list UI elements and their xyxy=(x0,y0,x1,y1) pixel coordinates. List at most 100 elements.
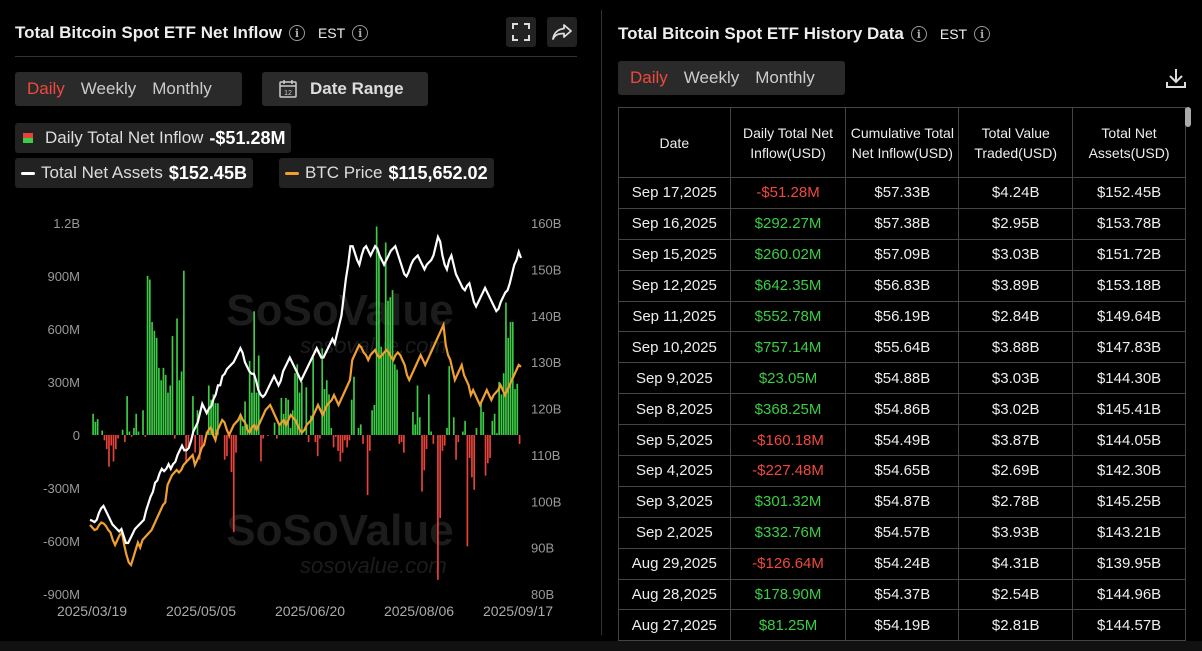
inflow-bar[interactable] xyxy=(276,435,278,439)
inflow-bar[interactable] xyxy=(158,367,160,435)
inflow-bar[interactable] xyxy=(173,435,176,439)
inflow-bar[interactable] xyxy=(282,413,285,435)
inflow-bar[interactable] xyxy=(348,435,351,441)
inflow-bar[interactable] xyxy=(337,435,339,451)
inflow-bar[interactable] xyxy=(151,321,153,435)
inflow-bar[interactable] xyxy=(198,435,201,460)
timezone-info-icon[interactable]: i xyxy=(974,26,991,42)
inflow-bar[interactable] xyxy=(110,435,113,446)
inflow-bar[interactable] xyxy=(457,435,460,443)
col-date[interactable]: Date xyxy=(618,107,731,178)
inflow-bar[interactable] xyxy=(257,355,260,436)
inflow-bar[interactable] xyxy=(471,435,473,478)
table-row[interactable]: Sep 12,2025 $642.35M $56.83B $3.89B $153.18B xyxy=(618,269,1186,302)
inflow-bar[interactable] xyxy=(260,435,262,462)
inflow-bar[interactable] xyxy=(334,435,337,437)
inflow-bar[interactable] xyxy=(117,435,119,439)
inflow-bar[interactable] xyxy=(167,392,169,435)
inflow-bar[interactable] xyxy=(328,394,330,435)
inflow-bar[interactable] xyxy=(344,435,346,441)
inflow-bar[interactable] xyxy=(398,435,401,444)
inflow-bar[interactable] xyxy=(112,435,115,462)
inflow-bar[interactable] xyxy=(464,420,466,435)
inflow-bar[interactable] xyxy=(300,382,303,435)
table-row[interactable]: Sep 4,2025 -$227.48M $54.65B $2.69B $142.30B xyxy=(618,455,1186,487)
col-value-traded[interactable]: Total Value Traded(USD) xyxy=(958,107,1074,178)
inflow-bar[interactable] xyxy=(153,330,156,435)
inflow-bar[interactable] xyxy=(230,435,233,473)
inflow-bar[interactable] xyxy=(362,435,364,444)
inflow-bar[interactable] xyxy=(498,382,500,435)
inflow-bar[interactable] xyxy=(384,242,387,435)
table-row[interactable]: Sep 17,2025 -$51.28M $57.33B $4.24B $152.45B xyxy=(618,177,1186,209)
info-icon[interactable]: i xyxy=(288,25,305,41)
inflow-bar[interactable] xyxy=(176,318,178,435)
fullscreen-button[interactable] xyxy=(506,17,536,47)
inflow-bar[interactable] xyxy=(101,430,104,435)
inflow-bar[interactable] xyxy=(160,380,162,435)
col-net-assets[interactable]: Total Net Assets(USD) xyxy=(1072,107,1186,178)
inflow-bar[interactable] xyxy=(332,435,335,448)
inflow-bar[interactable] xyxy=(359,424,362,435)
inflow-bar[interactable] xyxy=(178,380,181,435)
table-row[interactable]: Sep 3,2025 $301.32M $54.87B $2.78B $145.25B xyxy=(618,485,1186,518)
inflow-bar[interactable] xyxy=(423,435,426,471)
inflow-bar[interactable] xyxy=(232,435,235,533)
inflow-bar[interactable] xyxy=(425,435,428,450)
table-row[interactable]: Sep 2,2025 $332.76M $54.57B $3.93B $143.21B xyxy=(618,516,1186,549)
inflow-bar[interactable] xyxy=(486,435,489,464)
inflow-bar[interactable] xyxy=(291,410,294,435)
date-range-button[interactable]: 12 Date Range xyxy=(262,72,428,106)
inflow-bar[interactable] xyxy=(103,435,106,441)
table-row[interactable]: Sep 10,2025 $757.14M $55.64B $3.88B $147.83B xyxy=(618,331,1186,364)
inflow-bar[interactable] xyxy=(366,435,369,496)
inflow-bar[interactable] xyxy=(135,413,138,435)
inflow-bar[interactable] xyxy=(144,435,147,437)
timezone-info-icon[interactable]: i xyxy=(352,25,369,41)
legend-total-assets[interactable]: Total Net Assets $152.45B xyxy=(15,158,253,188)
inflow-bar[interactable] xyxy=(294,373,296,435)
inflow-bar[interactable] xyxy=(414,424,417,435)
table-row[interactable]: Sep 9,2025 $23.05M $54.88B $3.03B $144.30B xyxy=(618,362,1186,395)
inflow-bar[interactable] xyxy=(223,435,226,460)
info-icon[interactable]: i xyxy=(910,26,927,42)
inflow-bar[interactable] xyxy=(266,435,269,436)
inflow-bar[interactable] xyxy=(389,297,392,435)
inflow-bar[interactable] xyxy=(183,270,185,435)
inflow-bar[interactable] xyxy=(296,364,299,435)
inflow-bar[interactable] xyxy=(137,431,140,435)
inflow-bar[interactable] xyxy=(462,431,464,435)
inflow-bar[interactable] xyxy=(448,366,451,435)
inflow-bar[interactable] xyxy=(496,433,498,435)
inflow-bar[interactable] xyxy=(314,435,317,443)
inflow-bar[interactable] xyxy=(509,321,512,435)
tab-monthly[interactable]: Monthly xyxy=(755,68,815,87)
table-row[interactable]: Sep 11,2025 $552.78M $56.19B $2.84B $149.64B xyxy=(618,300,1186,333)
tab-monthly[interactable]: Monthly xyxy=(152,79,212,98)
inflow-bar[interactable] xyxy=(514,389,516,435)
inflow-bar[interactable] xyxy=(369,435,371,451)
table-scrollbar[interactable] xyxy=(1185,107,1191,127)
inflow-bar[interactable] xyxy=(443,435,446,446)
inflow-bar[interactable] xyxy=(330,427,333,435)
inflow-bar[interactable] xyxy=(500,394,503,435)
inflow-bar[interactable] xyxy=(452,417,455,435)
inflow-bar[interactable] xyxy=(155,337,158,435)
inflow-bar[interactable] xyxy=(393,364,396,435)
inflow-bar[interactable] xyxy=(273,422,276,435)
inflow-bar[interactable] xyxy=(251,392,253,435)
inflow-bar[interactable] xyxy=(214,403,217,435)
inflow-bar[interactable] xyxy=(185,435,187,462)
inflow-bar[interactable] xyxy=(262,435,265,439)
inflow-bar[interactable] xyxy=(380,346,383,435)
inflow-bar[interactable] xyxy=(373,404,376,435)
inflow-bar[interactable] xyxy=(169,385,172,435)
legend-btc-price[interactable]: BTC Price $115,652.02 xyxy=(279,158,494,188)
download-icon[interactable] xyxy=(1164,66,1188,90)
inflow-bar[interactable] xyxy=(280,397,283,435)
inflow-bar[interactable] xyxy=(114,435,117,450)
inflow-chart[interactable]: SoSoValuesosovalue.comSoSoValuesosovalue… xyxy=(0,205,592,625)
table-row[interactable]: Aug 28,2025 $178.90M $54.37B $2.54B $144.96B xyxy=(618,578,1186,611)
inflow-bar[interactable] xyxy=(162,367,165,435)
inflow-bar[interactable] xyxy=(432,435,435,444)
